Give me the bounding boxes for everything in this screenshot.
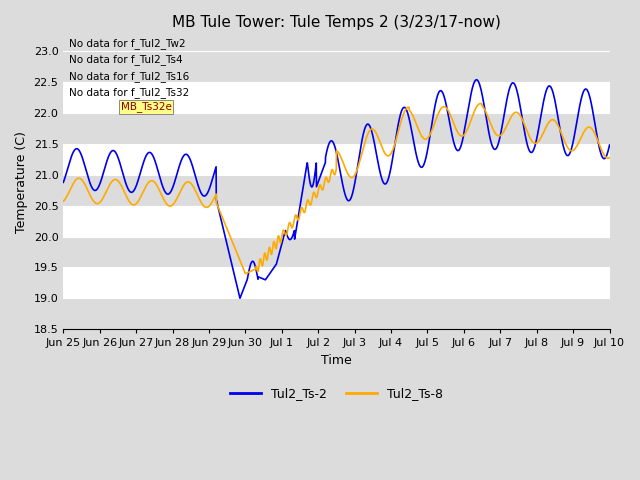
- Bar: [63, 175, 609, 205]
- Bar: [63, 144, 609, 175]
- Text: MB_Ts32e: MB_Ts32e: [121, 101, 172, 112]
- Bar: [63, 113, 609, 144]
- Title: MB Tule Tower: Tule Temps 2 (3/23/17-now): MB Tule Tower: Tule Temps 2 (3/23/17-now…: [172, 15, 501, 30]
- Legend: Tul2_Ts-2, Tul2_Ts-8: Tul2_Ts-2, Tul2_Ts-8: [225, 383, 448, 406]
- Text: No data for f_Tul2_Ts16: No data for f_Tul2_Ts16: [68, 71, 189, 82]
- Bar: [63, 82, 609, 113]
- Bar: [63, 267, 609, 299]
- X-axis label: Time: Time: [321, 354, 352, 367]
- Bar: [63, 299, 609, 329]
- Bar: [63, 51, 609, 82]
- Text: No data for f_Tul2_Ts4: No data for f_Tul2_Ts4: [68, 54, 182, 65]
- Text: No data for f_Tul2_Ts32: No data for f_Tul2_Ts32: [68, 87, 189, 98]
- Y-axis label: Temperature (C): Temperature (C): [15, 132, 28, 233]
- Bar: [63, 205, 609, 237]
- Text: No data for f_Tul2_Tw2: No data for f_Tul2_Tw2: [68, 38, 186, 49]
- Bar: [63, 237, 609, 267]
